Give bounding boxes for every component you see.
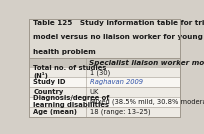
Text: 18 (range: 13–25): 18 (range: 13–25) — [90, 109, 150, 115]
Text: Age (mean): Age (mean) — [33, 109, 77, 115]
Bar — [29, 107, 180, 117]
Text: Specialist liaison worker model versus no li: Specialist liaison worker model versus n… — [89, 59, 204, 66]
Text: Study ID: Study ID — [33, 79, 66, 85]
Text: model versus no liaison worker for young people and adults: model versus no liaison worker for young… — [33, 34, 204, 40]
Bar — [29, 77, 180, 87]
Text: health problem: health problem — [33, 49, 95, 55]
Text: Table 125   Study information table for trials included in the: Table 125 Study information table for tr… — [33, 20, 204, 26]
Text: Diagnosis/degree of
learning disabilities: Diagnosis/degree of learning disabilitie… — [33, 95, 110, 108]
Bar — [29, 58, 180, 67]
Text: UK: UK — [90, 89, 99, 95]
Bar — [29, 87, 180, 97]
Bar — [29, 97, 180, 107]
Bar — [29, 67, 180, 77]
Text: Mixed (38.5% mild, 30.8% moderate, 30.8%: Mixed (38.5% mild, 30.8% moderate, 30.8% — [90, 99, 204, 105]
Text: Country: Country — [33, 89, 64, 95]
Text: Total no. of studies
(N¹): Total no. of studies (N¹) — [33, 65, 107, 79]
Text: Raghavan 2009: Raghavan 2009 — [90, 79, 143, 85]
Text: 1 (30): 1 (30) — [90, 69, 110, 76]
